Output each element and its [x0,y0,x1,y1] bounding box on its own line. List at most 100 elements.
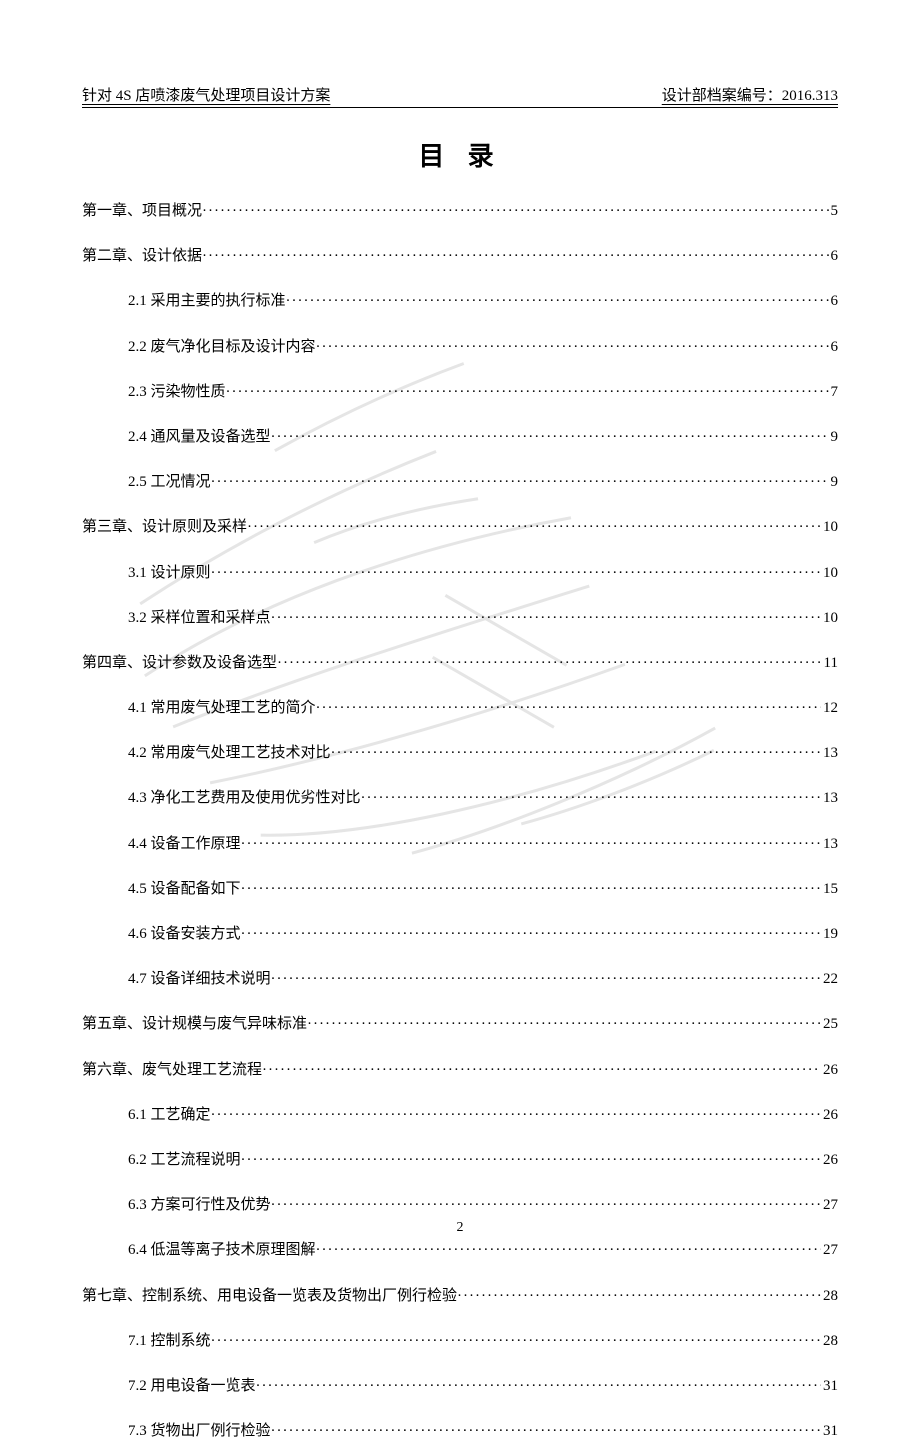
toc-page-number: 9 [829,474,839,491]
toc-label: 7.2 用电设备一览表 [128,1374,256,1395]
toc-page-number: 22 [821,971,838,988]
toc-section: 4.7 设备详细技术说明 22 [82,967,838,988]
toc-section: 4.4 设备工作原理 13 [82,832,838,853]
toc-section: 7.2 用电设备一览表 31 [82,1374,838,1395]
toc-page-number: 6 [829,248,839,265]
toc-label: 3.1 设计原则 [128,561,211,582]
toc-leader [331,745,821,762]
toc-leader [211,1333,821,1350]
toc-leader [271,429,829,446]
toc-leader [241,926,821,943]
toc-section: 2.1 采用主要的执行标准 6 [82,289,838,310]
toc-page-number: 26 [821,1107,838,1124]
toc-leader [271,971,821,988]
toc-section: 7.1 控制系统 28 [82,1329,838,1350]
toc-page-number: 26 [821,1152,838,1169]
toc-label: 6.4 低温等离子技术原理图解 [128,1238,316,1259]
toc-leader [241,1152,821,1169]
toc-page-number: 6 [829,293,839,310]
toc-chapter: 第四章、设计参数及设备选型 11 [82,651,838,672]
toc-label: 第六章、废气处理工艺流程 [82,1058,262,1079]
toc-page-number: 10 [821,610,838,627]
toc-page-number: 9 [829,429,839,446]
toc-page-number: 28 [821,1333,838,1350]
toc-label: 2.5 工况情况 [128,470,211,491]
toc-label: 4.1 常用废气处理工艺的简介 [128,696,316,717]
toc-leader [256,1378,821,1395]
toc-label: 第二章、设计依据 [82,244,202,265]
toc-section: 3.2 采样位置和采样点10 [82,606,838,627]
toc-leader [262,1062,821,1079]
toc-section: 4.1 常用废气处理工艺的简介 12 [82,696,838,717]
toc-section: 6.1 工艺确定 26 [82,1103,838,1124]
toc-page-number: 11 [822,655,838,672]
toc-label: 2.3 污染物性质 [128,380,226,401]
toc-leader [226,384,829,401]
toc-page-number: 10 [821,519,838,536]
toc-label: 4.4 设备工作原理 [128,832,241,853]
toc-chapter: 第五章、设计规模与废气异味标准25 [82,1012,838,1033]
toc-page-number: 31 [821,1423,838,1440]
toc-label: 6.1 工艺确定 [128,1103,211,1124]
toc-page-number: 13 [821,745,838,762]
toc-leader [316,339,829,356]
toc-page-number: 31 [821,1378,838,1395]
toc-leader [202,203,828,220]
toc-chapter: 第三章、设计原则及采样 10 [82,515,838,536]
toc-page-number: 15 [821,881,838,898]
toc-leader [277,655,822,672]
toc-leader [211,474,829,491]
toc-label: 第一章、项目概况 [82,199,202,220]
toc-page-number: 27 [821,1242,838,1259]
toc-section: 6.2 工艺流程说明 26 [82,1148,838,1169]
toc-page-number: 12 [821,700,838,717]
toc-section: 6.4 低温等离子技术原理图解 27 [82,1238,838,1259]
page-number: 2 [0,1220,920,1236]
toc-label: 第四章、设计参数及设备选型 [82,651,277,672]
toc-label: 第七章、控制系统、用电设备一览表及货物出厂例行检验 [82,1284,457,1305]
toc-label: 2.2 废气净化目标及设计内容 [128,335,316,356]
toc-label: 4.5 设备配备如下 [128,877,241,898]
toc-page-number: 10 [821,565,838,582]
toc-page-number: 7 [829,384,839,401]
toc-section: 4.2 常用废气处理工艺技术对比 13 [82,741,838,762]
toc-section: 2.3 污染物性质 7 [82,380,838,401]
toc-chapter: 第七章、控制系统、用电设备一览表及货物出厂例行检验28 [82,1284,838,1305]
toc-title: 目 录 [82,136,838,173]
toc-leader [307,1016,821,1033]
toc-leader [271,1423,821,1440]
toc-label: 2.1 采用主要的执行标准 [128,289,286,310]
toc-leader [241,881,821,898]
toc-label: 6.2 工艺流程说明 [128,1148,241,1169]
toc-section: 4.3 净化工艺费用及使用优劣性对比 13 [82,786,838,807]
toc-section: 2.4 通风量及设备选型9 [82,425,838,446]
toc-label: 4.7 设备详细技术说明 [128,967,271,988]
toc-leader [316,700,821,717]
toc-page-number: 6 [829,339,839,356]
toc-section: 4.6 设备安装方式19 [82,922,838,943]
toc-page-number: 13 [821,790,838,807]
toc-leader [211,565,821,582]
toc-leader [271,1197,821,1214]
toc-page-number: 26 [821,1062,838,1079]
toc-page-number: 13 [821,836,838,853]
header-title: 针对 4S 店喷漆废气处理项目设计方案 [82,84,330,105]
toc-section: 7.3 货物出厂例行检验 31 [82,1419,838,1440]
page-header: 针对 4S 店喷漆废气处理项目设计方案 设计部档案编号：2016.313 [82,84,838,108]
toc-label: 第三章、设计原则及采样 [82,515,247,536]
toc-label: 7.1 控制系统 [128,1329,211,1350]
header-doc-number: 设计部档案编号：2016.313 [662,84,838,105]
toc-label: 6.3 方案可行性及优势 [128,1193,271,1214]
toc-chapter: 第六章、废气处理工艺流程 26 [82,1058,838,1079]
toc-label: 4.2 常用废气处理工艺技术对比 [128,741,331,762]
toc-section: 2.5 工况情况 9 [82,470,838,491]
toc-list: 第一章、项目概况5第二章、设计依据62.1 采用主要的执行标准62.2 废气净化… [82,199,838,1440]
toc-label: 4.6 设备安装方式 [128,922,241,943]
toc-section: 2.2 废气净化目标及设计内容 6 [82,335,838,356]
toc-label: 4.3 净化工艺费用及使用优劣性对比 [128,786,361,807]
toc-label: 7.3 货物出厂例行检验 [128,1419,271,1440]
toc-leader [361,790,821,807]
toc-leader [271,610,821,627]
toc-section: 3.1 设计原则 10 [82,561,838,582]
toc-leader [247,519,821,536]
